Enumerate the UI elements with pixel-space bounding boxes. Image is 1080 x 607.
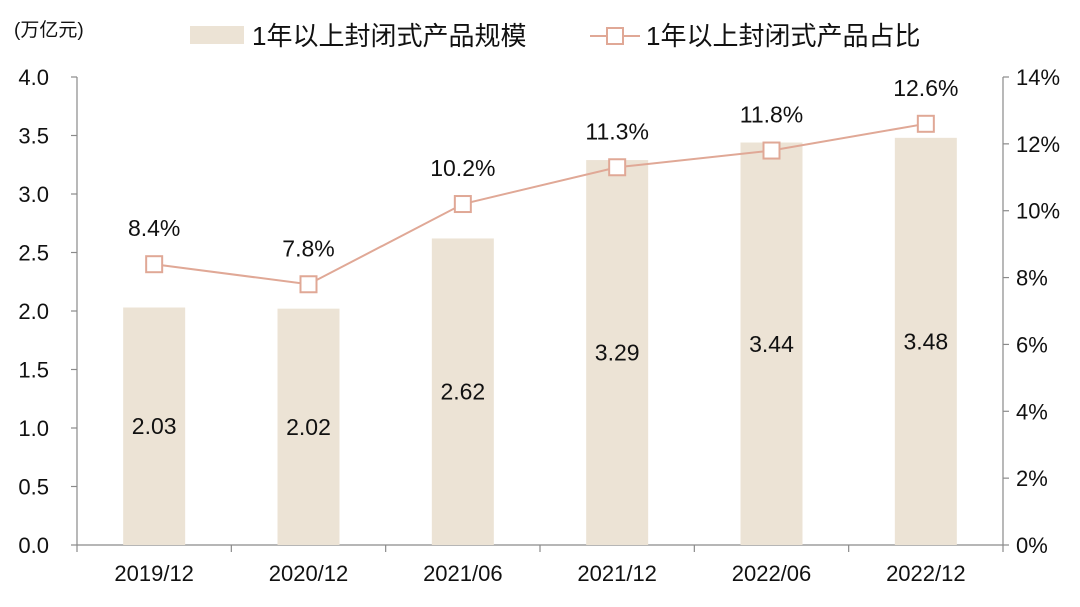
x-tick-label: 2021/06: [423, 561, 503, 586]
legend: 1年以上封闭式产品规模 1年以上封闭式产品占比: [190, 21, 920, 51]
x-tick-label: 2022/12: [886, 561, 966, 586]
line-value-label: 12.6%: [893, 75, 958, 101]
share-line: [154, 122, 927, 286]
bar: [894, 137, 957, 545]
legend-bar-label: 1年以上封闭式产品规模: [252, 21, 526, 51]
bar: [431, 238, 494, 545]
bar: [740, 142, 803, 545]
y-right-tick-label: 6%: [1016, 332, 1048, 357]
y-left-tick-label: 2.0: [18, 299, 49, 324]
bar: [277, 308, 340, 545]
bar-value-label: 2.02: [286, 414, 331, 440]
bar-series: [123, 137, 957, 545]
y-left-tick-label: 1.0: [18, 416, 49, 441]
y-right-tick-label: 10%: [1016, 199, 1060, 224]
x-tick-label: 2019/12: [114, 561, 194, 586]
y-right-tick-label: 2%: [1016, 466, 1048, 491]
line-value-label: 8.4%: [128, 215, 180, 241]
line-point-marker: [145, 255, 164, 274]
y-right-tick-label: 0%: [1016, 533, 1048, 558]
y-left-tick-label: 2.5: [18, 241, 49, 266]
unit-label: (万亿元): [14, 19, 84, 41]
y-right-tick-label: 14%: [1016, 65, 1060, 90]
axes: 0.0 0.5 1.0 1.5 2.0 2.5 3.0 3.5 4.0 0% 2% 4% 6% 8% 10%…: [18, 65, 1060, 586]
bar-value-label: 3.48: [903, 328, 948, 354]
x-tick-label: 2022/06: [732, 561, 812, 586]
line-labels: 8.4% 7.8% 10.2% 11.3% 11.8% 12.6%: [128, 75, 958, 261]
bar-value-label: 2.62: [440, 379, 485, 405]
line-point-marker: [453, 195, 472, 214]
line-point-marker: [916, 114, 935, 133]
legend-line-marker: [606, 27, 624, 45]
y-right-tick-label: 4%: [1016, 399, 1048, 424]
y-left-tick-label: 0.5: [18, 475, 49, 500]
bar: [123, 307, 186, 545]
y-left-tick-label: 3.0: [18, 182, 49, 207]
y-left-tick-label: 1.5: [18, 358, 49, 383]
line-value-label: 10.2%: [430, 155, 495, 181]
line-point-marker: [608, 158, 627, 177]
y-left-tick-label: 4.0: [18, 65, 49, 90]
line-value-label: 11.8%: [740, 102, 804, 128]
y-left-tick-label: 3.5: [18, 124, 49, 149]
line-value-label: 11.3%: [585, 118, 649, 144]
bar-value-label: 3.29: [595, 340, 640, 366]
y-left-tick-label: 0.0: [18, 533, 49, 558]
x-tick-label: 2021/12: [577, 561, 657, 586]
bar-value-label: 2.03: [132, 413, 177, 439]
y-right-tick-label: 12%: [1016, 132, 1060, 157]
y-right-tick-label: 8%: [1016, 266, 1048, 291]
line-value-label: 7.8%: [282, 235, 334, 261]
line-series: [145, 114, 935, 294]
legend-line-label: 1年以上封闭式产品占比: [646, 21, 920, 51]
line-point-marker: [299, 275, 318, 294]
x-tick-label: 2020/12: [269, 561, 349, 586]
legend-bar-swatch: [190, 26, 244, 44]
line-point-marker: [762, 141, 781, 160]
bar-labels: 2.03 2.02 2.62 3.29 3.44 3.48: [132, 328, 948, 439]
bar: [586, 160, 649, 545]
bar-value-label: 3.44: [749, 331, 794, 357]
